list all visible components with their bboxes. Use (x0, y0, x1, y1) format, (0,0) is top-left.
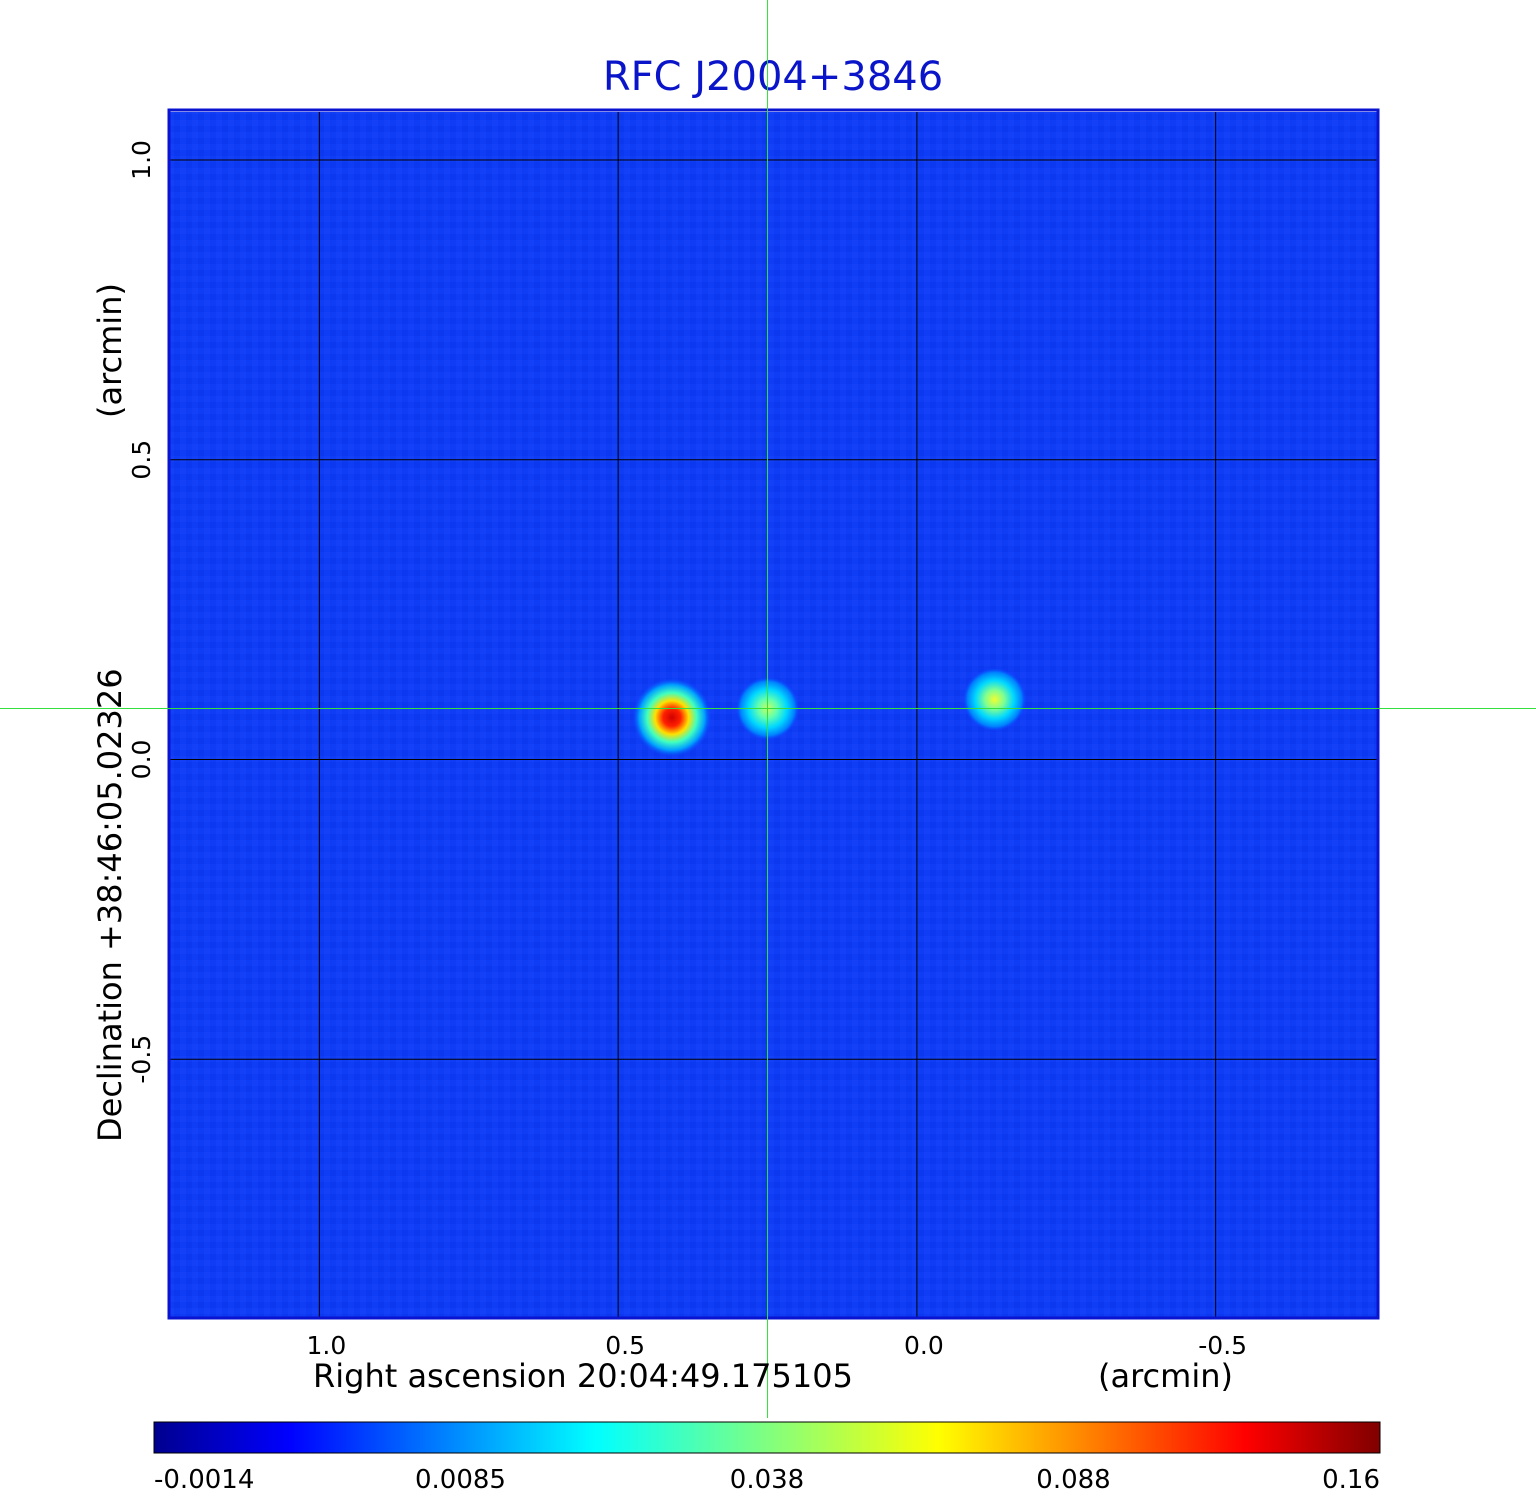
colorbar-tick-labels: -0.0014 0.0085 0.038 0.088 0.16 (154, 1465, 1380, 1495)
x-axis-unit: (arcmin) (1098, 1357, 1233, 1395)
y-tick-label: -0.5 (127, 1035, 156, 1084)
x-tick-label: -0.5 (1198, 1331, 1247, 1360)
y-tick-label: 0.5 (127, 440, 156, 480)
colorbar-tick-label: 0.088 (1036, 1465, 1110, 1495)
plot-frame (167, 108, 1380, 1320)
y-tick-label: 0.0 (127, 740, 156, 780)
radio-source (631, 677, 712, 758)
x-axis-label: Right ascension 20:04:49.175105 (313, 1357, 853, 1395)
y-axis-label: Declination +38:46:05.02326 (91, 668, 129, 1142)
colorbar (153, 1421, 1381, 1454)
radio-source (962, 667, 1027, 732)
coordinate-grid (170, 112, 1377, 1317)
colorbar-tick-label: 0.0085 (415, 1465, 506, 1495)
crosshair (0, 0, 1536, 1418)
chart-title: RFC J2004+3846 (603, 54, 943, 100)
colorbar-tick-label: 0.038 (730, 1465, 804, 1495)
colorbar-tick-label: -0.0014 (154, 1465, 254, 1495)
y-tick-label: 1.0 (127, 140, 156, 180)
x-tick-label: 1.0 (306, 1331, 346, 1360)
x-tick-label: 0.5 (605, 1331, 645, 1360)
colorbar-tick-label: 0.16 (1322, 1465, 1380, 1495)
y-tick-labels: 1.0 0.5 0.0 -0.5 (127, 140, 156, 1084)
x-tick-labels: 1.0 0.5 0.0 -0.5 (306, 1331, 1247, 1360)
x-tick-label: 0.0 (904, 1331, 944, 1360)
source-layer (631, 667, 1027, 758)
y-axis-unit: (arcmin) (91, 283, 129, 418)
